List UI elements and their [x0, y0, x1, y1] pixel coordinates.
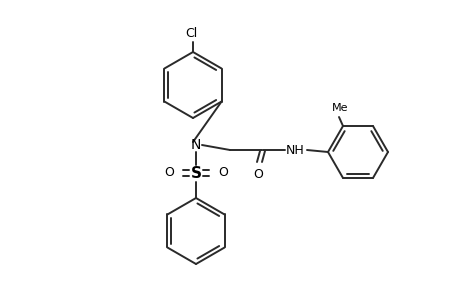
Text: O: O: [218, 167, 227, 179]
Text: O: O: [252, 168, 263, 181]
Text: O: O: [164, 167, 174, 179]
Text: Cl: Cl: [185, 27, 197, 40]
Text: NH: NH: [285, 143, 304, 157]
Text: S: S: [190, 166, 201, 181]
Text: Me: Me: [331, 103, 347, 113]
Text: N: N: [190, 138, 201, 152]
